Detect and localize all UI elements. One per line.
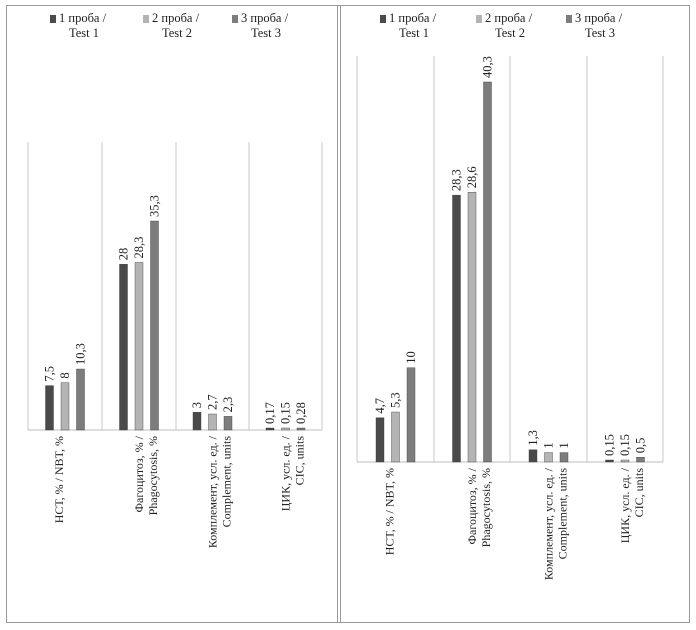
panel-divider	[337, 5, 341, 623]
value-label: 8	[58, 372, 72, 378]
value-label: 0,15	[279, 402, 293, 424]
bar-1-cat-2	[452, 194, 461, 463]
value-label: 28,3	[450, 169, 464, 191]
value-label: 0,17	[263, 402, 277, 424]
category-label-2: Фагоцитоз, % /Phagocytosis, %	[132, 435, 160, 515]
bar-3-cat-3	[223, 416, 233, 431]
bar-1-cat-3	[528, 449, 538, 463]
category-label-4: ЦИК, усл. ед. /CIC, units	[618, 467, 646, 543]
bar-3-cat-3	[559, 452, 569, 463]
legend-swatch-1	[380, 15, 386, 23]
legend-label-1: 1 проба / Test 1	[59, 11, 107, 40]
legend-swatch-2	[143, 15, 149, 23]
bar-2-cat-2	[467, 192, 477, 463]
value-label: 28,6	[465, 166, 479, 188]
figure-frame	[6, 5, 690, 623]
category-label-1: НСТ, % / NBT, %	[383, 468, 397, 555]
value-label: 28,3	[132, 237, 146, 259]
bar-3-cat-4	[636, 457, 645, 463]
bar-3-cat-4	[296, 427, 306, 431]
bar-1-cat-2	[119, 264, 128, 431]
bar-2-cat-3	[208, 413, 217, 431]
value-label: 0,5	[634, 438, 648, 454]
value-label: 2,3	[221, 397, 235, 413]
value-label: 1	[557, 442, 571, 448]
bar-3-cat-1	[76, 368, 85, 431]
value-label: 28	[117, 248, 131, 261]
legend-label-2: 2 проба / Test 2	[485, 11, 533, 40]
bar-1-cat-1	[45, 385, 54, 431]
legend-swatch-3	[232, 15, 238, 23]
legend-swatch-3	[566, 15, 572, 23]
value-label: 2,7	[206, 394, 220, 410]
value-label: 5,3	[389, 392, 403, 408]
bar-1-cat-3	[192, 412, 202, 431]
chart-panel-2: 1 проба / Test 1 2 проба / Test 2 3 проба / T…	[356, 11, 664, 580]
bar-3-cat-2	[483, 81, 492, 463]
value-label: 40,3	[481, 56, 495, 78]
bar-1-cat-1	[375, 417, 385, 463]
legend-swatch-2	[476, 15, 482, 23]
chart-panel-1: 1 проба / Test 1 2 проба / Test 2 3 проба / T…	[27, 11, 323, 548]
bar-1-cat-4	[605, 459, 614, 463]
value-label: 0,28	[294, 402, 308, 424]
bar-2-cat-3	[544, 452, 553, 463]
legend-swatch-1	[50, 15, 56, 23]
category-label-2: Фагоцитоз, % /Phagocytosis, %	[465, 467, 493, 547]
value-label: 3	[190, 402, 204, 408]
value-label: 0,15	[618, 434, 632, 456]
legend-label-1: 1 проба / Test 1	[389, 11, 437, 40]
bar-2-cat-1	[60, 382, 70, 431]
value-label: 10	[404, 351, 418, 364]
legend-label-3: 3 проба / Test 3	[575, 11, 623, 40]
legend-label-2: 2 проба / Test 2	[152, 11, 200, 40]
value-label: 35,3	[148, 195, 162, 217]
bar-2-cat-4	[620, 459, 630, 463]
category-label-3: Комплемент, усл. ед. /Complement, units	[542, 467, 570, 580]
value-label: 1,3	[526, 430, 540, 446]
legend-label-3: 3 проба / Test 3	[241, 11, 289, 40]
category-label-4: ЦИК, усл. ед. /CIC, units	[279, 435, 307, 511]
value-label: 4,7	[373, 398, 387, 414]
bar-3-cat-1	[406, 367, 416, 463]
category-label-3: Комплемент, усл. ед. /Complement, units	[206, 435, 234, 548]
bar-2-cat-1	[391, 411, 400, 463]
bar-3-cat-2	[150, 220, 159, 431]
value-label: 7,5	[43, 366, 57, 382]
bar-1-cat-4	[265, 427, 275, 431]
category-label-1: НСТ, % / NBT, %	[52, 436, 66, 523]
bar-2-cat-2	[134, 262, 144, 431]
bar-2-cat-4	[281, 427, 290, 431]
value-label: 1	[542, 442, 556, 448]
value-label: 0,15	[603, 434, 617, 456]
value-label: 10,3	[74, 343, 88, 365]
